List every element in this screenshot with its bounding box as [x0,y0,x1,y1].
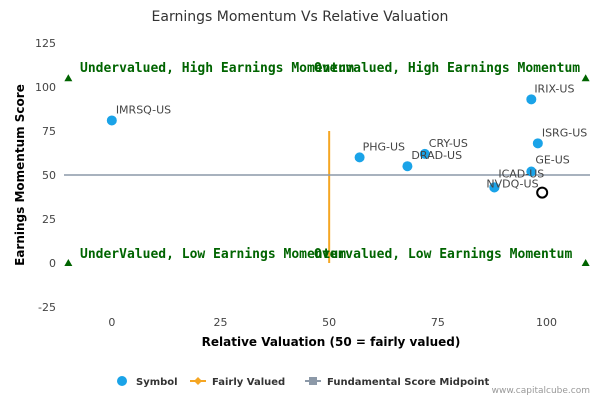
data-point-label: ISRG-US [542,126,587,139]
y-tick-label: 0 [49,257,56,270]
data-point-label: IMRSQ-US [116,103,171,116]
y-tick-label: 50 [42,169,56,182]
x-axis-title: Relative Valuation (50 = fairly valued) [202,335,461,349]
x-tick-label: 100 [536,316,557,329]
triangle-marker-icon [581,259,590,266]
y-tick-label: 25 [42,213,56,226]
x-tick-label: 75 [431,316,445,329]
y-tick-labels: -25 0 25 50 75 100 125 [35,37,56,314]
legend-label: Fairly Valued [212,377,285,388]
quadrant-label-bottom-right: Overvalued, Low Earnings Momentum [314,247,572,262]
y-tick-label: 125 [35,37,56,50]
data-point-label: ICAD-US [498,167,544,180]
x-tick-label: 0 [108,316,115,329]
data-point [402,161,413,172]
data-point [489,182,500,193]
quadrant-label-top-left: Undervalued, High Earnings Momentum [80,61,354,76]
legend-label: Symbol [136,377,178,388]
data-point [526,94,537,105]
quadrant-labels: Undervalued, High Earnings Momentum Over… [80,61,580,262]
y-axis-title: Earnings Momentum Score [13,84,27,266]
triangle-marker-icon [64,74,73,82]
data-point [354,152,365,163]
data-point [526,166,537,177]
legend-diamond-icon [194,377,202,385]
quadrant-label-top-right: Overvalued, High Earnings Momentum [314,61,580,76]
data-point [106,115,117,126]
quadrant-markers [64,74,590,266]
x-tick-label: 50 [322,316,336,329]
legend: Symbol Fairly Valued Fundamental Score Mid… [117,376,490,388]
data-point [532,138,543,149]
x-tick-labels: 0 25 50 75 100 [108,316,557,329]
data-point-label: GE-US [535,153,569,166]
credit-text: www.capitalcube.com [492,386,590,396]
y-tick-label: 100 [35,81,56,94]
data-point-label: PHG-US [363,140,405,153]
data-point [419,148,430,159]
x-tick-label: 25 [213,316,227,329]
quadrant-label-bottom-left: UnderValued, Low Earnings Momentum [80,247,346,262]
data-point-label: DRAD-US [411,149,462,162]
highlighted-point [536,186,549,199]
triangle-marker-icon [581,74,590,82]
legend-label: Fundamental Score Midpoint [327,377,490,388]
chart-title: Earnings Momentum Vs Relative Valuation [152,9,449,25]
y-tick-label: -25 [38,301,56,314]
y-tick-label: 75 [42,125,56,138]
triangle-marker-icon [64,259,73,266]
data-point-label: NVDQ-US [486,177,538,190]
legend-symbol-icon [117,376,127,386]
data-point-label: CRY-US [429,137,468,150]
legend-square-icon [309,377,317,385]
data-point-label: IRIX-US [534,82,574,95]
